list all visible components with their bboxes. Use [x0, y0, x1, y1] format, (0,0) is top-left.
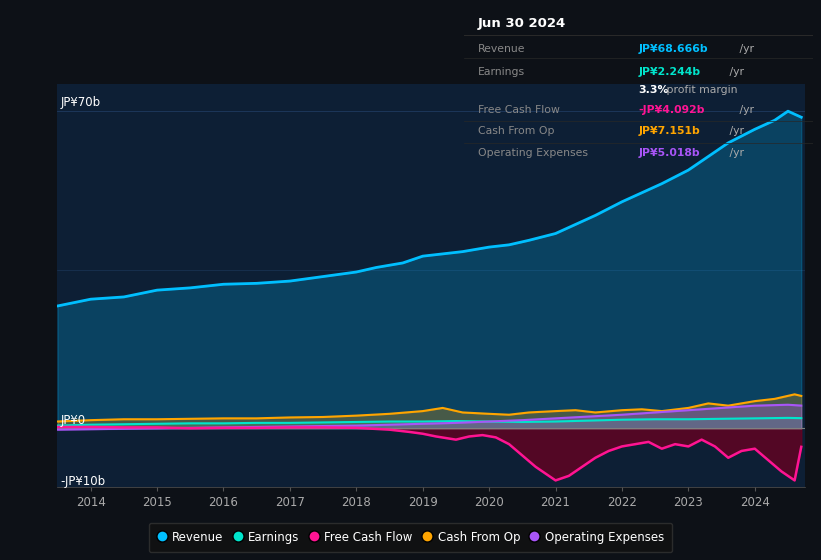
Text: -JP¥4.092b: -JP¥4.092b	[639, 105, 704, 115]
Text: JP¥68.666b: JP¥68.666b	[639, 44, 708, 54]
Text: JP¥5.018b: JP¥5.018b	[639, 148, 700, 157]
Text: Operating Expenses: Operating Expenses	[478, 148, 588, 157]
Text: Cash From Op: Cash From Op	[478, 126, 554, 136]
Text: 3.3%: 3.3%	[639, 85, 669, 95]
Text: JP¥2.244b: JP¥2.244b	[639, 67, 700, 77]
Text: /yr: /yr	[736, 44, 754, 54]
Text: JP¥0: JP¥0	[61, 414, 86, 427]
Text: /yr: /yr	[736, 105, 754, 115]
Text: Free Cash Flow: Free Cash Flow	[478, 105, 560, 115]
Legend: Revenue, Earnings, Free Cash Flow, Cash From Op, Operating Expenses: Revenue, Earnings, Free Cash Flow, Cash …	[149, 523, 672, 552]
Text: JP¥7.151b: JP¥7.151b	[639, 126, 700, 136]
Text: /yr: /yr	[727, 126, 745, 136]
Text: /yr: /yr	[727, 67, 745, 77]
Text: Revenue: Revenue	[478, 44, 525, 54]
Text: profit margin: profit margin	[663, 85, 738, 95]
Text: /yr: /yr	[727, 148, 745, 157]
Text: Jun 30 2024: Jun 30 2024	[478, 17, 566, 30]
Text: -JP¥10b: -JP¥10b	[61, 474, 106, 488]
Text: Earnings: Earnings	[478, 67, 525, 77]
Text: JP¥70b: JP¥70b	[61, 96, 101, 109]
